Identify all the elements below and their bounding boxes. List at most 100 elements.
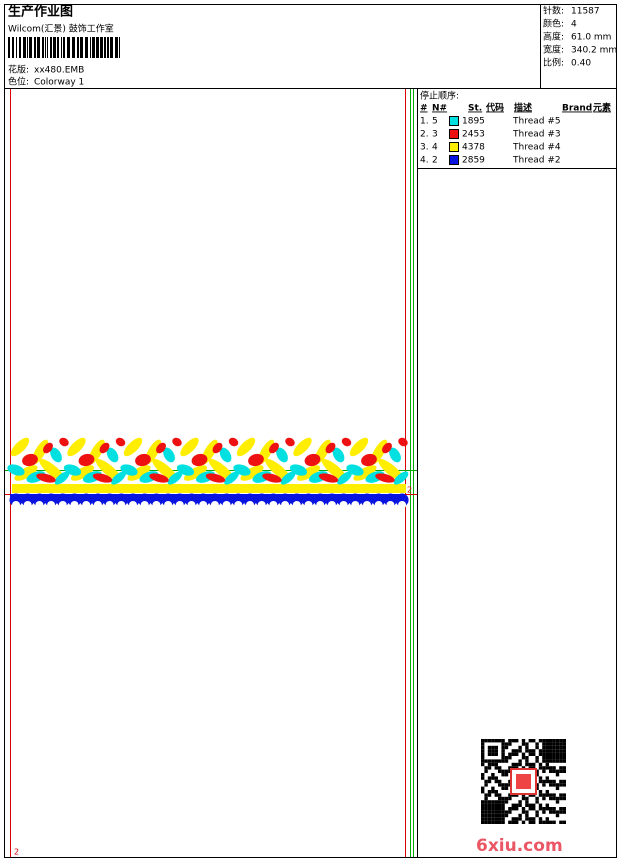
- qr-module: [532, 807, 536, 811]
- qr-module: [508, 807, 512, 811]
- qr-module: [504, 783, 509, 787]
- qr-module: [494, 739, 498, 743]
- qr-module: [552, 766, 556, 770]
- qr-module: [501, 796, 505, 801]
- scallop-cut: [175, 501, 184, 509]
- petal: [43, 442, 53, 454]
- qr-module: [549, 793, 553, 797]
- qr-module: [504, 813, 509, 818]
- qr-module: [484, 820, 488, 824]
- qr-module: [545, 803, 549, 807]
- qr-module: [559, 749, 563, 753]
- qr-module: [494, 749, 498, 753]
- qr-module: [498, 803, 502, 807]
- info-label: 宽度:: [543, 44, 564, 56]
- qr-module: [515, 817, 519, 821]
- qr-module: [559, 742, 563, 746]
- scallop-cut: [269, 501, 278, 509]
- qr-module: [515, 807, 519, 811]
- qr-module: [511, 807, 515, 811]
- qr-module: [552, 752, 556, 756]
- qr-module: [491, 759, 495, 763]
- qr-module: [562, 742, 566, 746]
- qr-module: [498, 820, 502, 824]
- leaf: [67, 437, 86, 457]
- colorway: Colorway 1: [34, 78, 84, 88]
- petal: [135, 453, 151, 467]
- qr-module: [481, 752, 485, 756]
- column-header: 描述: [514, 102, 532, 114]
- qr-module: [545, 793, 549, 797]
- qr-module: [498, 796, 502, 801]
- qr-module: [538, 779, 543, 784]
- qr-module: [508, 769, 512, 773]
- qr-module: [498, 810, 502, 814]
- qr-module: [481, 820, 485, 824]
- qr-module: [562, 783, 566, 787]
- leaf: [321, 459, 348, 481]
- qr-module: [545, 817, 549, 821]
- qr-module: [515, 752, 519, 756]
- qr-module: [559, 783, 563, 787]
- qr-module: [555, 796, 560, 801]
- qr-module: [535, 773, 539, 777]
- qr-module: [515, 766, 519, 770]
- qr-module: [521, 820, 526, 824]
- qr-module: [555, 742, 560, 746]
- leaf: [70, 465, 95, 481]
- scallop-edge: [10, 494, 405, 497]
- qr-module: [491, 790, 495, 794]
- scallop-cut: [105, 501, 114, 509]
- barcode-bar: [63, 37, 65, 58]
- qr-module: [481, 762, 485, 767]
- qr-module: [484, 810, 488, 814]
- barcode: [8, 37, 120, 58]
- leaf: [176, 464, 195, 476]
- leaf: [296, 465, 321, 481]
- column-header: N#: [432, 104, 447, 114]
- qr-module: [515, 803, 519, 807]
- barcode-bar: [72, 37, 75, 58]
- qr-module: [487, 752, 492, 756]
- qr-module: [545, 756, 549, 760]
- qr-module: [552, 820, 556, 824]
- code: 4378: [462, 143, 485, 153]
- petal: [36, 473, 56, 483]
- barcode-bar: [47, 37, 48, 58]
- barcode-bar: [61, 37, 62, 58]
- leaf: [163, 447, 175, 463]
- column-header: St.: [468, 104, 482, 114]
- qr-module: [515, 749, 519, 753]
- color-swatch: [449, 116, 459, 126]
- qr-module: [508, 783, 512, 787]
- qr-module: [511, 793, 515, 797]
- qr-module: [532, 752, 536, 756]
- color-swatch: [449, 129, 459, 139]
- qr-module: [481, 739, 485, 743]
- color-swatch: [449, 155, 459, 165]
- petal: [156, 442, 166, 454]
- qr-module: [542, 745, 546, 750]
- qr-module: [542, 766, 546, 770]
- qr-module: [562, 807, 566, 811]
- qr-module: [481, 790, 485, 794]
- qr-module: [508, 756, 512, 760]
- qr-module: [555, 756, 560, 760]
- qr-module: [545, 752, 549, 756]
- qr-module: [504, 796, 509, 801]
- qr-module: [528, 820, 532, 824]
- qr-module: [555, 739, 560, 743]
- qr-module: [555, 759, 560, 763]
- qr-module: [491, 803, 495, 807]
- qr-module: [542, 756, 546, 760]
- qr-module: [521, 756, 526, 760]
- qr-module: [498, 766, 502, 770]
- qr-module: [538, 803, 543, 807]
- petal: [78, 453, 95, 467]
- description: Thread #4: [512, 143, 561, 153]
- barcode-bar: [107, 37, 109, 58]
- qr-module: [542, 807, 546, 811]
- qr-code: [481, 739, 566, 824]
- qr-module: [481, 810, 485, 814]
- qr-module: [487, 810, 492, 814]
